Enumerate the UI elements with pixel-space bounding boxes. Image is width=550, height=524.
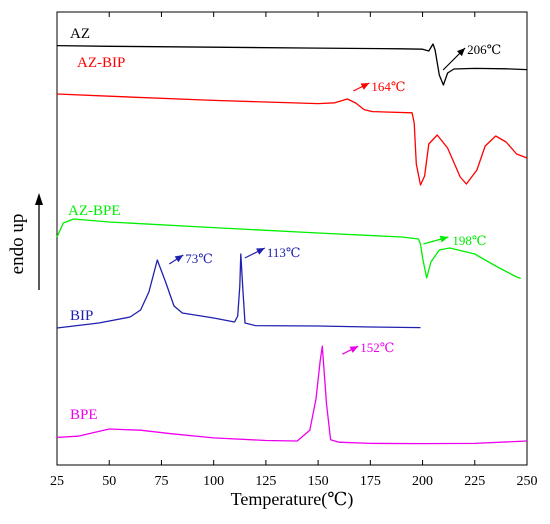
y-axis-label: endo up <box>7 214 28 275</box>
annotation-label: 164℃ <box>371 79 405 94</box>
x-tick-label: 150 <box>308 474 329 489</box>
curves <box>56 43 528 445</box>
x-tick-label: 25 <box>50 474 64 489</box>
annotation-label: 206℃ <box>467 42 501 57</box>
series-label-az-bip: AZ-BIP <box>77 55 125 71</box>
annotation-label: 198℃ <box>452 233 486 248</box>
x-tick-label: 125 <box>255 474 276 489</box>
series-line-bip <box>56 253 421 329</box>
series-line-bpe <box>56 345 528 445</box>
annotation-arrowhead <box>439 235 449 243</box>
y-axis-label-group: endo up <box>7 193 43 290</box>
series-labels: AZ AZ-BIP AZ-BPE BIP BPE <box>68 26 125 423</box>
series-line-az <box>56 43 528 86</box>
annotation-arrowhead <box>174 255 184 263</box>
x-tick-label: 50 <box>102 474 116 489</box>
annotation-arrowhead <box>349 346 359 353</box>
x-tick-label: 200 <box>412 474 433 489</box>
series-label-az: AZ <box>70 26 90 42</box>
annotation-arrowhead <box>456 48 466 57</box>
annotations: 206℃ 164℃ 198℃ 73℃ 113℃ 152℃ <box>168 42 501 355</box>
annotation-label: 73℃ <box>185 251 213 266</box>
annotation-label: 113℃ <box>267 245 301 260</box>
x-tick-label: 100 <box>203 474 224 489</box>
series-line-az-bip <box>56 93 528 186</box>
series-label-bip: BIP <box>70 308 93 324</box>
annotation-label: 152℃ <box>360 340 394 355</box>
x-axis-label: Temperature(℃) <box>231 489 354 510</box>
series-line-az-bpe <box>56 218 521 280</box>
series-label-az-bpe: AZ-BPE <box>68 203 121 219</box>
annotation-arrowhead <box>360 83 370 90</box>
x-axis-ticks: 25 50 75 100 125 150 175 200 225 250 <box>50 12 538 489</box>
x-tick-label: 225 <box>464 474 485 489</box>
plot-frame <box>56 11 528 466</box>
series-label-bpe: BPE <box>70 407 98 423</box>
annotation-arrowhead <box>256 248 265 255</box>
x-tick-label: 250 <box>517 474 538 489</box>
x-tick-label: 175 <box>360 474 381 489</box>
endo-up-arrowhead <box>35 193 43 205</box>
x-tick-label: 75 <box>154 474 168 489</box>
